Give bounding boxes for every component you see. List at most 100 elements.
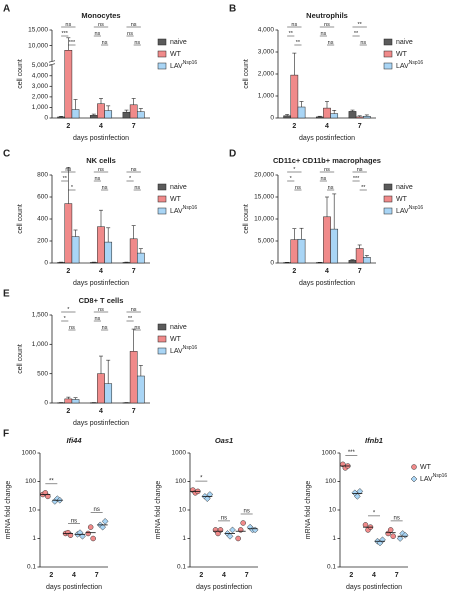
y-tick-label: 0 <box>44 400 48 407</box>
bar <box>122 402 131 404</box>
significance-label: ns <box>321 176 327 182</box>
bar <box>71 109 80 119</box>
y-tick-label: 10 <box>329 507 337 514</box>
y-tick-label: 20,000 <box>254 172 274 179</box>
significance-label: ns <box>324 22 330 28</box>
legend-swatch <box>383 62 393 70</box>
legend-name: LAV <box>396 63 409 70</box>
legend-name: naive <box>170 39 187 46</box>
data-point <box>226 532 234 540</box>
x-tick-label: 2 <box>66 123 70 130</box>
y-tick-label: 1,000 <box>258 93 275 100</box>
x-tick-label: 7 <box>132 408 136 415</box>
bar <box>104 383 113 404</box>
bar <box>104 110 113 119</box>
bar <box>323 107 331 119</box>
x-axis-label: days postinfection <box>73 280 129 287</box>
chart-title: Ifnb1 <box>365 436 383 445</box>
data-point <box>87 524 94 530</box>
y-tick-label: 4,000 <box>32 72 49 79</box>
y-tick-label: 0 <box>44 115 48 122</box>
panel-letter: D <box>229 149 236 160</box>
bar <box>97 226 105 264</box>
significance-label: ns <box>295 185 301 191</box>
y-tick-label: 2,000 <box>32 94 49 101</box>
y-tick-label: 10 <box>29 507 37 514</box>
data-point <box>235 535 241 542</box>
legend-label: LAVNsp16 <box>396 60 423 70</box>
legend-name: naive <box>396 184 413 191</box>
bar <box>64 50 73 119</box>
legend-name: naive <box>170 184 187 191</box>
legend-name: WT <box>396 196 408 203</box>
legend-swatch <box>383 183 393 191</box>
data-point <box>85 530 91 537</box>
significance-label: ns <box>360 40 366 46</box>
bar <box>97 373 105 404</box>
legend-name: WT <box>396 51 408 58</box>
panel-letter: A <box>3 4 10 15</box>
significance-label: ns <box>328 185 334 191</box>
x-tick-label: 7 <box>132 123 136 130</box>
bar <box>71 236 80 264</box>
bar <box>363 257 371 264</box>
legend-superscript: Nsp16 <box>409 60 424 66</box>
bar <box>323 216 331 264</box>
y-tick-label: 100 <box>175 478 186 485</box>
legend-label: LAVNsp16 <box>420 473 447 483</box>
y-tick-label: 0.1 <box>27 564 36 571</box>
y-tick-label: 0 <box>270 115 274 122</box>
y-tick-label: 3,000 <box>32 83 49 90</box>
significance-label: * <box>200 476 203 482</box>
legend-swatch <box>157 50 167 58</box>
x-tick-label: 4 <box>99 268 103 275</box>
x-tick-label: 4 <box>222 572 226 579</box>
y-tick-label: 1000 <box>172 450 187 457</box>
x-tick-label: 7 <box>395 572 399 579</box>
legend-name: LAV <box>396 208 409 215</box>
bar <box>122 111 131 119</box>
significance-label: * <box>71 185 74 191</box>
x-tick-label: 2 <box>66 268 70 275</box>
x-tick-label: 4 <box>372 572 376 579</box>
bar <box>330 228 339 264</box>
y-tick-label: 2,000 <box>258 71 275 78</box>
legend-label: WT <box>396 196 408 203</box>
legend-label: WT <box>420 464 432 471</box>
legend-swatch <box>383 38 393 46</box>
y-tick-label: 500 <box>37 370 48 377</box>
bar <box>122 262 131 264</box>
significance-label: ns <box>98 22 104 28</box>
y-tick-label: 0.1 <box>177 564 186 571</box>
data-point <box>353 493 361 500</box>
y-tick-label: 5,000 <box>32 62 49 69</box>
chart-title: CD8+ T cells <box>79 296 124 305</box>
bar <box>348 260 357 264</box>
legend-swatch <box>383 50 393 58</box>
y-tick-label: 0 <box>44 260 48 267</box>
significance-label: ** <box>354 31 359 37</box>
data-point <box>45 493 51 500</box>
y-tick-label: 3,000 <box>258 49 275 56</box>
bar <box>348 111 357 119</box>
legend-name: LAV <box>170 208 183 215</box>
significance-label: ns <box>243 509 249 515</box>
y-tick-label: 15,000 <box>254 194 274 201</box>
x-tick-label: 7 <box>358 268 362 275</box>
significance-label: ns <box>134 40 140 46</box>
panel-letter: C <box>3 149 10 160</box>
data-point <box>237 527 244 533</box>
bar <box>137 375 145 404</box>
significance-label: ns <box>131 307 137 313</box>
y-tick-label: 1,500 <box>32 312 49 319</box>
legend-name: WT <box>170 336 182 343</box>
x-axis-label: days postinfection <box>46 584 102 591</box>
y-tick-label: 1,000 <box>32 104 49 111</box>
data-point <box>206 491 214 498</box>
legend-label: WT <box>170 51 182 58</box>
legend-name: WT <box>170 196 182 203</box>
significance-label: ** <box>63 176 68 182</box>
legend-name: WT <box>170 51 182 58</box>
